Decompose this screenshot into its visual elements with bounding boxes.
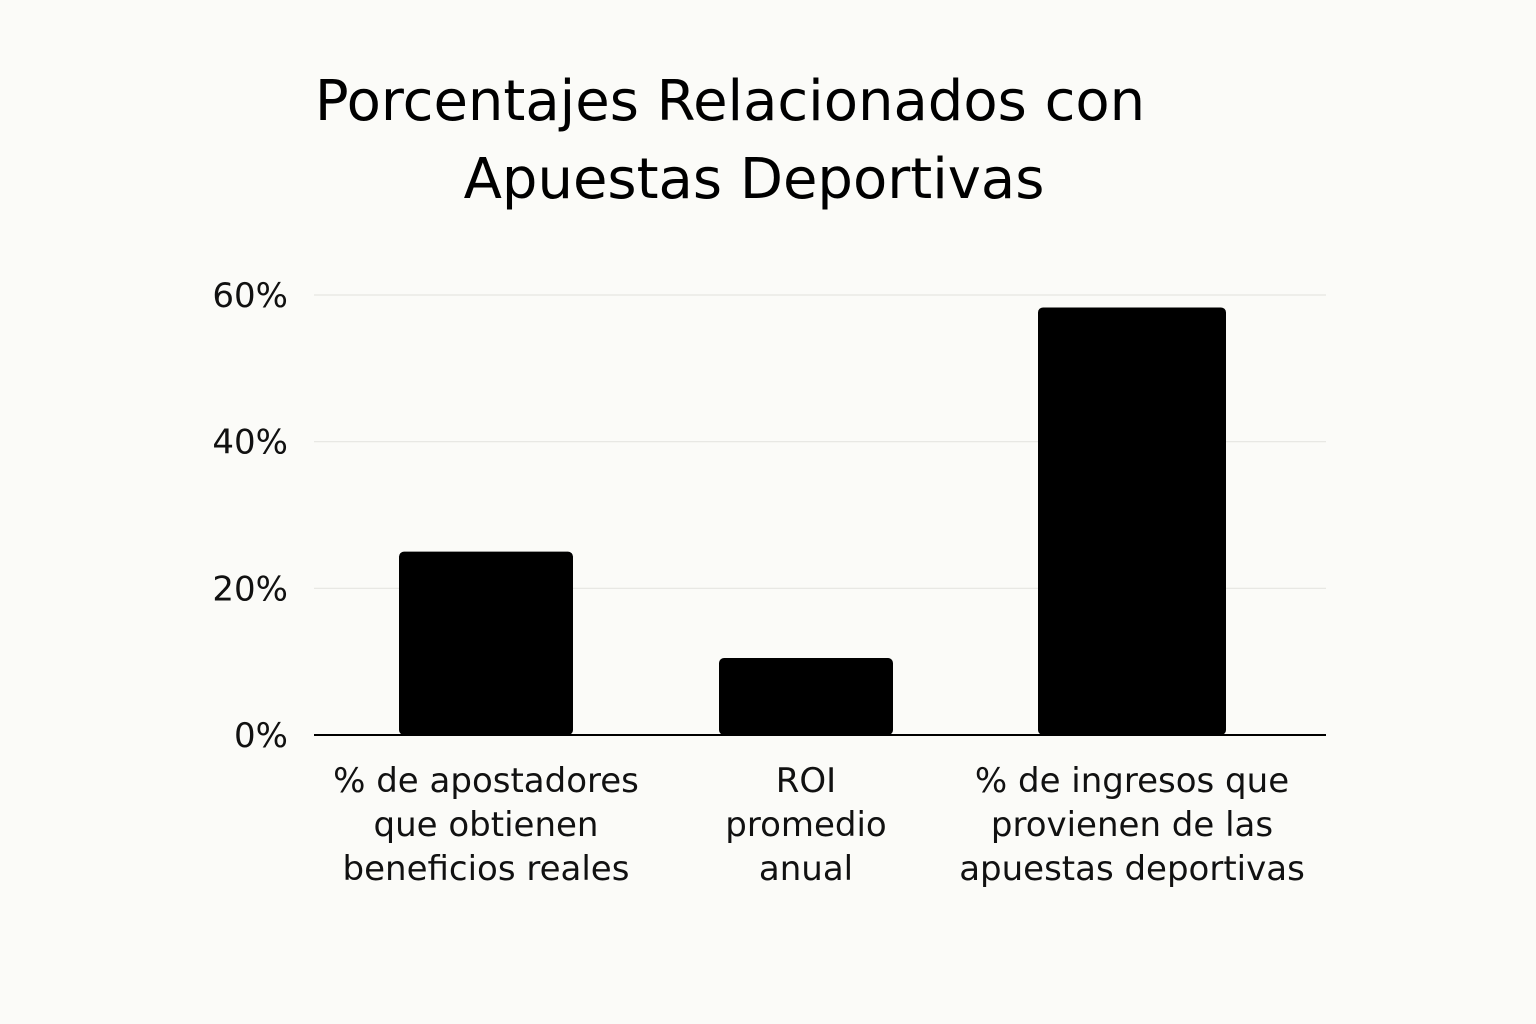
chart-title-line-2: Apuestas Deportivas <box>463 147 1045 212</box>
x-category-label: provienen de las <box>991 805 1273 845</box>
bar <box>399 551 573 735</box>
x-category-label: beneficios reales <box>343 849 630 889</box>
y-tick-label: 0% <box>234 716 288 756</box>
y-tick-label: 60% <box>212 276 288 316</box>
x-category-label: apuestas deportivas <box>959 849 1305 889</box>
x-category-label: que obtienen <box>374 805 599 845</box>
bar <box>1038 307 1226 735</box>
y-tick-label: 20% <box>212 569 288 609</box>
bar <box>719 658 893 735</box>
x-category-label: % de apostadores <box>333 761 639 801</box>
x-category-label: % de ingresos que <box>975 761 1289 801</box>
x-category-label: promedio <box>725 805 886 845</box>
x-category-label: anual <box>759 849 853 889</box>
y-tick-label: 40% <box>212 423 288 463</box>
x-category-label: ROI <box>776 761 836 801</box>
chart-title-line-1: Porcentajes Relacionados con <box>314 69 1146 134</box>
